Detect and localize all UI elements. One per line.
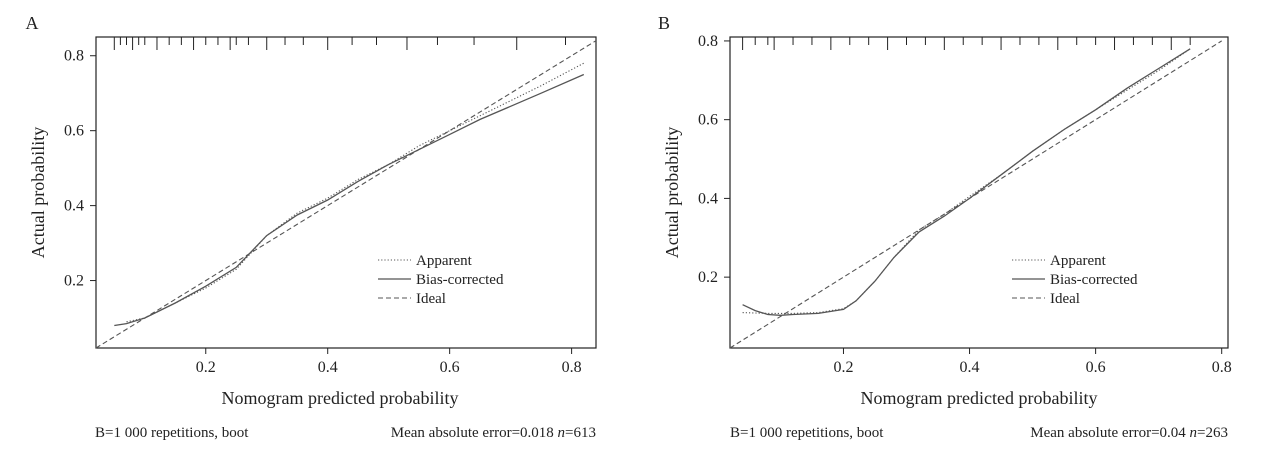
legend: Apparent Bias-corrected Ideal	[1012, 253, 1138, 307]
x-tick-label: 0.4	[960, 359, 980, 376]
panel-a: A 0.2 0.4 0.6 0.8 0.2 0.4 0.6 0.8 Nomogram predic…	[26, 13, 597, 441]
footer-n-symbol: n	[1190, 425, 1198, 441]
panel-label: A	[26, 13, 39, 33]
series-line-ideal	[729, 40, 1222, 349]
legend-label: Bias-corrected	[1050, 272, 1138, 288]
x-tick-label: 0.6	[1086, 359, 1106, 376]
y-tick-label: 0.2	[698, 269, 718, 286]
plot-frame	[95, 36, 597, 349]
x-tick-label: 0.2	[833, 359, 853, 376]
x-tick-label: 0.6	[440, 359, 460, 376]
footer-error: Mean absolute error=0.04 n=263	[1030, 425, 1228, 441]
footer-error-text: Mean absolute error=0.04	[1030, 425, 1189, 441]
x-axis-label: Nomogram predicted probability	[861, 388, 1098, 408]
footer-n-value: =613	[565, 425, 596, 441]
y-tick-label: 0.4	[64, 198, 84, 215]
legend-label: Apparent	[416, 253, 473, 269]
series-line-bias-corrected	[114, 73, 585, 327]
y-axis-label: Actual probability	[28, 127, 48, 258]
footer-n-symbol: n	[558, 425, 566, 441]
panel-b: B 0.2 0.4 0.6 0.8 0.2 0.4 0.6 0.8 Nomogram predic…	[634, 0, 1268, 453]
y-axis-label: Actual probability	[662, 127, 682, 258]
series-line-ideal	[95, 40, 597, 349]
series-line-bias-corrected	[742, 48, 1191, 316]
legend-label: Bias-corrected	[416, 272, 504, 288]
x-tick-label: 0.2	[196, 359, 216, 376]
calibration-chart-b: B 0.2 0.4 0.6 0.8 0.2 0.4 0.6 0.8 Nomogram predic…	[658, 13, 1232, 441]
series-line-apparent	[126, 62, 585, 323]
calibration-chart-a: A 0.2 0.4 0.6 0.8 0.2 0.4 0.6 0.8 Nomogram predic…	[26, 13, 597, 441]
footer-repetitions: B=1 000 repetitions, boot	[730, 425, 884, 441]
x-tick-label: 0.8	[562, 359, 582, 376]
y-tick-label: 0.8	[698, 33, 718, 50]
footer-n-value: =263	[1197, 425, 1228, 441]
legend: Apparent Bias-corrected Ideal	[378, 253, 504, 307]
y-tick-label: 0.6	[64, 123, 84, 140]
footer-repetitions: B=1 000 repetitions, boot	[95, 425, 249, 441]
y-tick-label: 0.6	[698, 112, 718, 129]
legend-label: Ideal	[1050, 291, 1080, 307]
y-tick-label: 0.8	[64, 48, 84, 65]
y-tick-label: 0.4	[698, 190, 718, 207]
plot-frame	[729, 36, 1229, 349]
x-tick-label: 0.4	[318, 359, 338, 376]
rug-marks	[742, 37, 1191, 50]
legend-label: Ideal	[416, 291, 446, 307]
x-axis-label: Nomogram predicted probability	[222, 388, 459, 408]
y-tick-label: 0.2	[64, 273, 84, 290]
series-line-apparent	[742, 48, 1191, 314]
legend-label: Apparent	[1050, 253, 1107, 269]
rug-marks	[113, 37, 567, 50]
x-tick-label: 0.8	[1212, 359, 1232, 376]
panel-label: B	[658, 13, 670, 33]
footer-error: Mean absolute error=0.018 n=613	[391, 425, 596, 441]
footer-error-text: Mean absolute error=0.018	[391, 425, 558, 441]
